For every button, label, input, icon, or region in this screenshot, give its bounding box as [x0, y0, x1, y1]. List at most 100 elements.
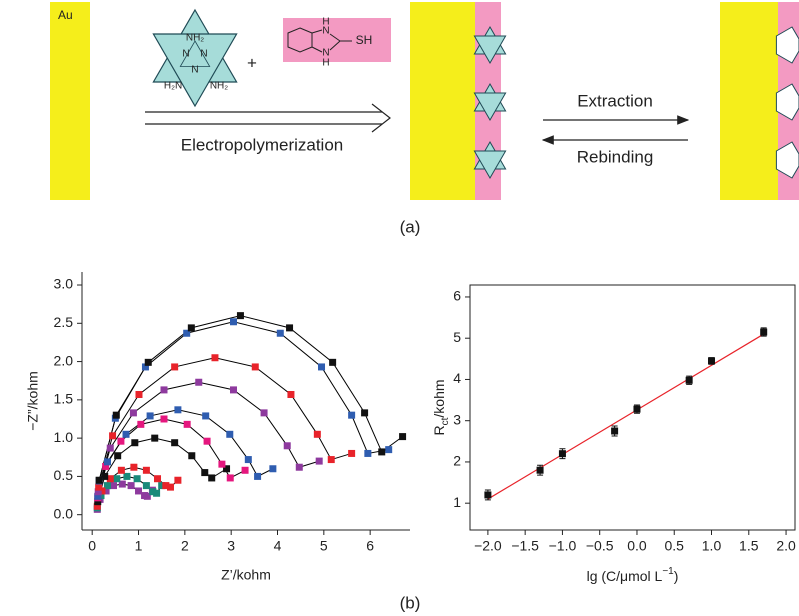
x-tick-label: 0: [88, 538, 96, 554]
data-point: [202, 412, 209, 419]
data-point: [269, 465, 276, 472]
y-tick-label: 4: [453, 370, 461, 386]
data-point: [96, 477, 103, 484]
data-point: [227, 474, 234, 481]
gold-electrode: [50, 2, 90, 200]
data-point: [107, 445, 114, 452]
fit-line: [488, 334, 764, 499]
data-point: [171, 363, 178, 370]
y-tick-label: 3.0: [54, 276, 74, 292]
data-point: [151, 435, 158, 442]
x-tick-label: 6: [366, 538, 374, 554]
gold-electrode: [410, 2, 475, 200]
monomer-box: [283, 18, 391, 62]
x-tick-label: 0.5: [665, 538, 685, 554]
amine-label: H₂N: [164, 81, 182, 92]
data-point: [348, 412, 355, 419]
data-point: [252, 363, 259, 370]
ring-atom: N: [182, 49, 189, 60]
data-point: [261, 409, 268, 416]
data-point: [143, 467, 150, 474]
data-point: [537, 467, 544, 474]
label-part: −1: [662, 566, 674, 577]
data-point: [314, 431, 321, 438]
data-point: [130, 464, 137, 471]
y-tick-label: 2.0: [54, 352, 74, 368]
data-point: [123, 431, 130, 438]
data-point: [254, 473, 261, 480]
data-point: [113, 412, 120, 419]
data-point: [118, 467, 125, 474]
data-point: [686, 377, 693, 384]
substrate-label: Au: [58, 8, 73, 22]
data-point: [611, 428, 618, 435]
data-point: [286, 324, 293, 331]
data-point: [201, 469, 208, 476]
ring-atom: N: [191, 65, 198, 76]
data-point: [287, 391, 294, 398]
data-point: [104, 458, 111, 465]
x-tick-label: 2.0: [776, 538, 796, 554]
data-point: [195, 379, 202, 386]
y-tick-label: 2: [453, 453, 461, 469]
data-point: [113, 475, 120, 482]
data-point: [245, 456, 252, 463]
data-point: [95, 484, 102, 491]
data-point: [135, 487, 142, 494]
y-tick-label: 0.0: [54, 505, 74, 521]
amine-label: NH₂: [186, 33, 204, 44]
data-point: [364, 450, 371, 457]
data-point: [204, 438, 211, 445]
data-point: [153, 490, 160, 497]
data-point: [161, 415, 168, 422]
data-point: [167, 484, 174, 491]
fit-curve: [99, 322, 389, 481]
data-point: [134, 475, 141, 482]
amine-label: NH₂: [210, 81, 228, 92]
polymerization-arrow: [145, 104, 390, 132]
x-tick-label: 1.0: [702, 538, 722, 554]
y-tick-label: 3: [453, 411, 461, 427]
fit-curve: [99, 316, 402, 481]
label-part: ): [674, 568, 679, 584]
figure: Au NH₂ H₂N NH₂ N N N + H N SH N H Electr…: [0, 0, 799, 616]
data-point: [208, 474, 215, 481]
data-point: [559, 450, 566, 457]
step-label: Extraction: [577, 91, 653, 110]
data-point: [184, 421, 191, 428]
data-point: [226, 431, 233, 438]
y-tick-label: 6: [453, 288, 461, 304]
gold-electrode: [720, 2, 778, 200]
data-point: [128, 482, 135, 489]
data-point: [277, 330, 284, 337]
y-axis-label: −Z”/kohm: [25, 371, 41, 431]
x-tick-label: 3: [227, 538, 235, 554]
y-axis-label: Rct/kohm: [431, 379, 451, 435]
plus-sign: +: [247, 53, 257, 72]
data-point: [145, 359, 152, 366]
data-point: [296, 464, 303, 471]
data-point: [484, 491, 491, 498]
data-point: [188, 324, 195, 331]
data-point: [154, 475, 161, 482]
data-point: [218, 461, 225, 468]
empty-cavities: [776, 27, 799, 178]
data-point: [318, 363, 325, 370]
data-point: [161, 386, 168, 393]
data-point: [284, 442, 291, 449]
x-tick-label: −2.0: [474, 538, 502, 554]
x-tick-label: 1: [135, 538, 143, 554]
label-part: /kohm: [431, 379, 447, 417]
atom-label: H: [322, 58, 329, 69]
x-axis-label: Z’/kohm: [221, 567, 271, 583]
data-point: [137, 421, 144, 428]
data-point: [131, 439, 138, 446]
data-point: [188, 452, 195, 459]
data-point: [143, 482, 150, 489]
step-label: Rebinding: [577, 147, 654, 166]
data-point: [237, 312, 244, 319]
data-point: [760, 329, 767, 336]
data-point: [348, 450, 355, 457]
data-point: [123, 473, 130, 480]
data-point: [361, 409, 368, 416]
